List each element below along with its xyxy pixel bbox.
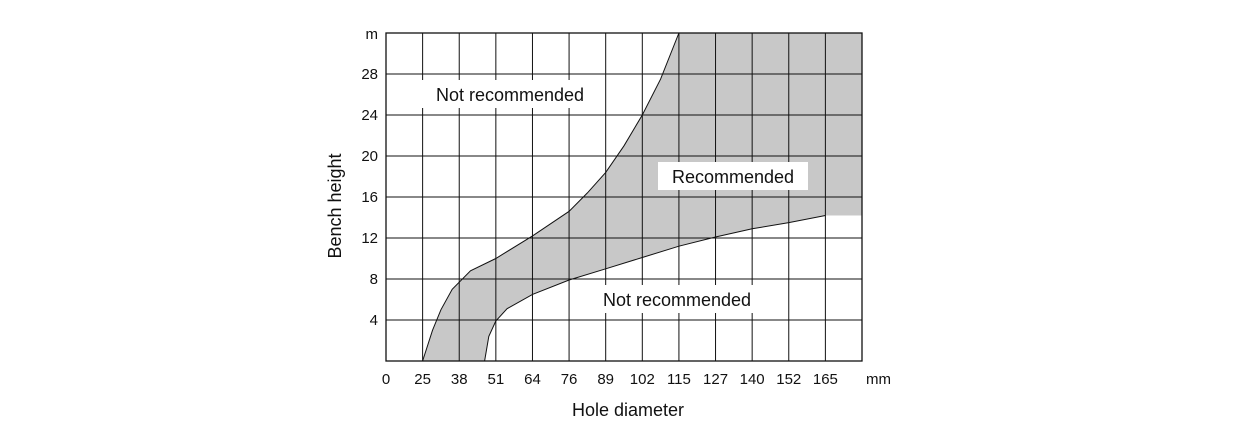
x-tick-label: 140 bbox=[740, 371, 765, 388]
x-tick-label: 115 bbox=[667, 371, 691, 388]
boundary-curves bbox=[422, 32, 826, 362]
x-tick-label: 102 bbox=[630, 371, 655, 388]
x-tick-label: 51 bbox=[488, 371, 505, 388]
x-tick-label: 76 bbox=[561, 371, 578, 388]
region-label-top-bg bbox=[422, 80, 598, 108]
x-tick-label: 89 bbox=[597, 371, 614, 388]
y-tick-label: 12 bbox=[361, 230, 378, 247]
region-label-mid-bg bbox=[658, 162, 808, 190]
upper-boundary-curve bbox=[422, 32, 680, 362]
region-label-not-recommended-upper: Not recommended bbox=[436, 85, 584, 105]
x-tick-label: 152 bbox=[776, 371, 801, 388]
lower-boundary-curve bbox=[484, 215, 826, 362]
tick-labels: 0 25 38 51 64 76 89 102 115 127 140 152 165 4 8 12 16 20 2… bbox=[361, 66, 838, 388]
x-tick-label: 38 bbox=[451, 371, 468, 388]
x-tick-label: 165 bbox=[813, 371, 838, 388]
x-tick-label: 127 bbox=[703, 371, 728, 388]
y-tick-label: 4 bbox=[370, 312, 378, 329]
x-unit-label: mm bbox=[866, 371, 891, 388]
region-label-not-recommended-lower: Not recommended bbox=[603, 290, 751, 310]
y-tick-label: 24 bbox=[361, 107, 378, 124]
y-tick-label: 16 bbox=[361, 189, 378, 206]
y-axis-title: Bench height bbox=[325, 153, 345, 258]
x-tick-label: 25 bbox=[414, 371, 431, 388]
y-tick-label: 28 bbox=[361, 66, 378, 83]
y-tick-label: 20 bbox=[361, 148, 378, 165]
x-axis-title: Hole diameter bbox=[572, 400, 684, 420]
x-tick-label: 0 bbox=[382, 371, 390, 388]
region-label-recommended: Recommended bbox=[672, 167, 794, 187]
y-unit-label: m bbox=[366, 26, 379, 43]
plot-frame bbox=[385, 32, 863, 362]
y-tick-label: 8 bbox=[370, 271, 378, 288]
x-tick-label: 64 bbox=[524, 371, 541, 388]
region-label-bottom-bg bbox=[589, 285, 765, 313]
